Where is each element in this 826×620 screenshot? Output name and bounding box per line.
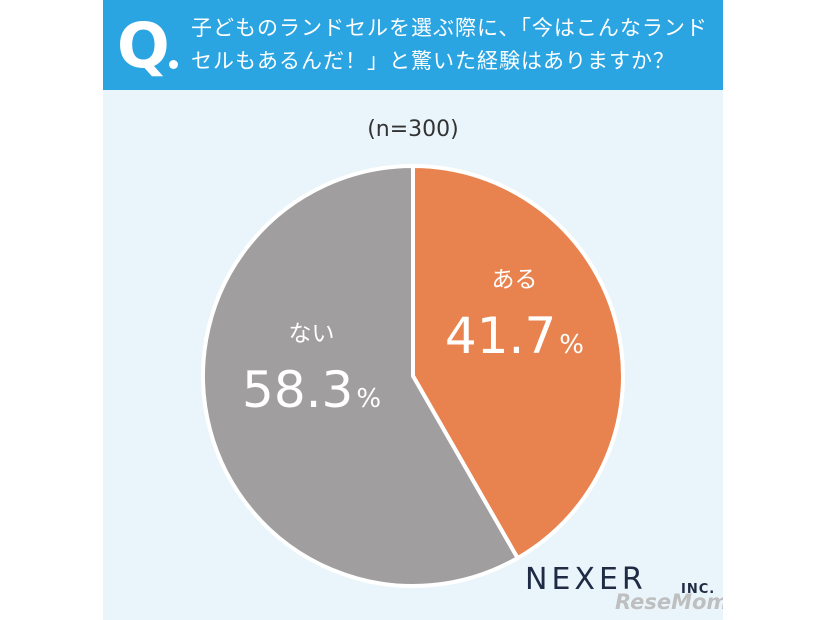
question-header: Q 子どものランドセルを選ぶ際に、「今はこんなランドセルもあるんだ！」と驚いた経…	[103, 0, 723, 90]
slice-value-number: 41.7	[445, 307, 556, 365]
slice-value-unit: %	[356, 384, 381, 414]
slice-category-label: ない	[289, 321, 335, 347]
chart-panel: Q 子どものランドセルを選ぶ際に、「今はこんなランドセルもあるんだ！」と驚いた経…	[103, 0, 723, 620]
pie-chart: ある 41.7 % ない 58.3%	[201, 164, 625, 588]
question-text: 子どものランドセルを選ぶ際に、「今はこんなランドセルもあるんだ！」と驚いた経験は…	[191, 16, 708, 73]
watermark-logo: ReseMom	[615, 590, 723, 614]
slice-value-unit: %	[559, 330, 584, 360]
brand-logo: NEXER	[525, 562, 647, 597]
q-mark: Q	[117, 9, 170, 82]
slice-value-number: 58.3	[242, 361, 353, 419]
sample-size-label: (n=300)	[367, 117, 459, 142]
slice-value-label: 41.7%	[445, 307, 584, 365]
pie-slice-no	[201, 164, 520, 588]
pie-slice-yes	[411, 164, 625, 561]
q-dot-icon	[169, 60, 178, 69]
brand-suffix: INC.	[681, 582, 716, 597]
slice-value-label: 58.3%	[242, 361, 381, 419]
slice-category-label: ある	[491, 267, 537, 293]
